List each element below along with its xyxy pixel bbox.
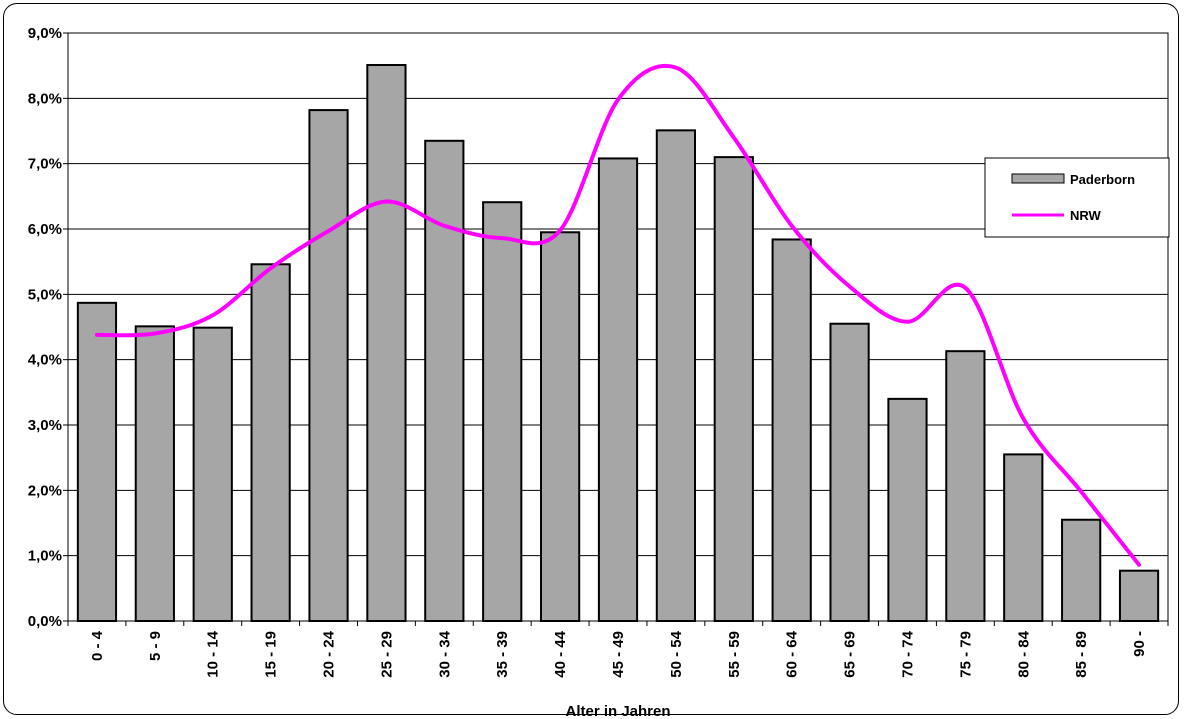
bar-paderborn	[482, 201, 523, 622]
y-axis-ticks: 0,0% 1,0% 2,0% 3,0% 4,0% 5,0% 6,0% 7,0% 8,0% 9,0%	[28, 25, 68, 630]
bar-paderborn	[771, 238, 812, 622]
x-tick-label: 10 - 14	[205, 630, 222, 677]
bar-paderborn	[1003, 453, 1044, 622]
bar-paderborn	[366, 64, 407, 623]
bar-paderborn	[192, 326, 233, 622]
bars-paderborn	[76, 64, 1160, 623]
legend: Paderborn NRW	[984, 157, 1170, 238]
bar-paderborn	[424, 139, 465, 623]
bar-paderborn	[76, 301, 118, 622]
bar-paderborn	[945, 350, 986, 622]
y-tick-label: 4,0%	[28, 352, 62, 369]
bar-paderborn	[308, 109, 349, 623]
y-tick-label: 8,0%	[28, 90, 62, 107]
bar-paderborn	[1061, 518, 1102, 623]
x-tick-label: 30 - 34	[436, 630, 453, 677]
bar-paderborn	[713, 156, 754, 622]
y-tick-label: 1,0%	[28, 548, 62, 565]
bar-paderborn	[134, 325, 175, 622]
y-tick-label: 2,0%	[28, 482, 62, 499]
x-tick-label: 90 -	[1131, 631, 1148, 657]
bar-paderborn	[597, 157, 639, 622]
line-nrw-path	[94, 63, 1142, 567]
bar-paderborn	[887, 397, 928, 622]
x-tick-label: 35 - 39	[494, 631, 511, 678]
x-tick-label: 15 - 19	[263, 631, 280, 678]
x-tick-label: 40 - 44	[552, 630, 569, 677]
x-tick-label: 0 - 4	[89, 630, 106, 661]
x-tick-label: 85 - 89	[1073, 631, 1090, 678]
x-tick-label: 25 - 29	[378, 631, 395, 678]
x-tick-label: 75 - 79	[957, 631, 974, 678]
bar-paderborn	[540, 231, 581, 622]
y-tick-label: 7,0%	[28, 156, 62, 173]
y-tick-label: 0,0%	[28, 613, 62, 630]
bar-paderborn	[655, 129, 697, 622]
x-tick-label: 55 - 59	[726, 631, 743, 678]
y-tick-label: 5,0%	[28, 286, 62, 303]
bar-paderborn	[250, 263, 291, 622]
legend-box	[984, 157, 1170, 238]
x-tick-label: 45 - 49	[610, 631, 627, 678]
x-tick-label: 20 - 24	[321, 630, 338, 677]
x-tick-label: 50 - 54	[668, 630, 685, 677]
legend-swatch-paderborn	[1011, 173, 1065, 184]
bar-paderborn	[829, 322, 870, 622]
y-tick-label: 3,0%	[28, 417, 62, 434]
x-axis-title: Alter in Jahren	[565, 703, 670, 719]
legend-label-paderborn: Paderborn	[1070, 172, 1135, 187]
bar-paderborn	[1118, 569, 1160, 623]
x-tick-label: 65 - 69	[842, 631, 859, 678]
line-nrw	[94, 63, 1142, 567]
y-tick-label: 9,0%	[28, 25, 62, 42]
y-tick-label: 6,0%	[28, 221, 62, 238]
x-axis-ticks: 0 - 4 5 - 9 10 - 14 15 - 19 20 - 24 25 - 29 30…	[67, 621, 1169, 678]
x-tick-label: 60 - 64	[784, 630, 801, 677]
x-tick-label: 80 - 84	[1015, 630, 1032, 677]
x-tick-label: 5 - 9	[147, 631, 164, 661]
x-tick-label: 70 - 74	[899, 630, 916, 677]
legend-label-nrw: NRW	[1070, 208, 1102, 223]
